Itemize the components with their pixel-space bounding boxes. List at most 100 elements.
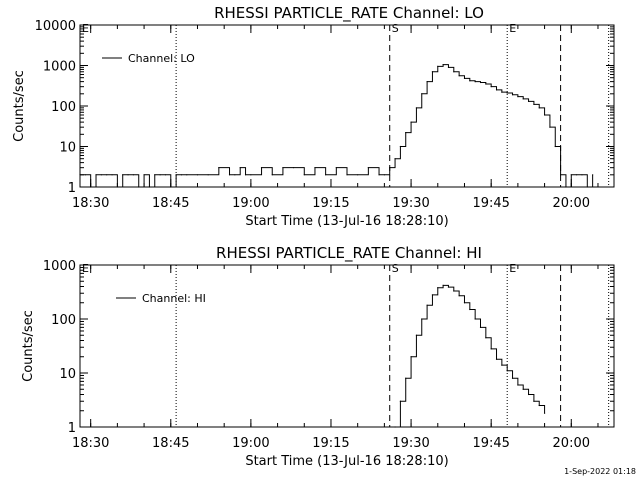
y-tick-label: 10000 xyxy=(35,19,76,34)
data-point xyxy=(175,174,177,176)
y-tick-label: 1000 xyxy=(43,60,76,75)
data-point xyxy=(522,98,524,100)
y-axis-label: Counts/sec xyxy=(12,70,27,142)
x-tick-label: 19:15 xyxy=(312,436,349,451)
data-point xyxy=(437,287,439,289)
data-point xyxy=(132,174,134,176)
data-point xyxy=(426,304,428,306)
data-point xyxy=(399,145,401,148)
data-point xyxy=(447,286,450,288)
x-tick-label: 19:00 xyxy=(232,436,269,451)
data-point xyxy=(196,174,199,176)
data-point xyxy=(437,65,439,68)
data-point xyxy=(565,186,567,188)
data-point xyxy=(367,167,369,169)
data-point xyxy=(458,75,460,77)
data-point xyxy=(335,167,337,169)
data-point xyxy=(271,174,273,176)
data-point xyxy=(469,308,471,311)
data-point xyxy=(378,174,380,176)
data-point xyxy=(463,302,466,304)
data-point xyxy=(282,167,284,169)
data-point xyxy=(490,86,492,88)
data-point xyxy=(394,426,396,428)
data-point xyxy=(570,174,572,176)
data-point xyxy=(260,167,263,169)
data-point xyxy=(170,186,172,188)
data-point xyxy=(383,174,385,176)
data-point xyxy=(495,358,498,360)
panel-hi: RHESSI PARTICLE_RATE Channel: HI E S E 18:… xyxy=(21,244,615,469)
data-point xyxy=(453,290,455,292)
x-tick-label: 18:45 xyxy=(152,196,189,211)
data-point xyxy=(138,186,140,188)
y-tick-label: 1 xyxy=(68,421,76,436)
data-point xyxy=(207,174,209,176)
data-point xyxy=(533,103,535,105)
data-point xyxy=(581,174,583,176)
data-point xyxy=(250,174,252,176)
data-point xyxy=(106,174,108,176)
y-tick-label: 1 xyxy=(68,181,76,196)
legend: Channel: HI xyxy=(116,292,206,305)
data-point xyxy=(95,174,97,176)
marker-label: S xyxy=(392,262,399,275)
x-tick-label: 18:45 xyxy=(152,436,189,451)
data-point xyxy=(538,404,540,407)
data-point xyxy=(543,412,546,414)
legend: Channel: LO xyxy=(102,52,195,65)
data-point xyxy=(533,400,535,402)
marker-label: S xyxy=(392,22,399,35)
data-point xyxy=(543,114,546,116)
axis-ticks: 18:30 18:45 19:00 19:15 19:30 19:45 20:00 1 10 10… xyxy=(35,19,614,211)
data-point xyxy=(399,400,401,402)
data-point xyxy=(463,77,466,80)
data-point xyxy=(517,96,519,98)
legend-label: Channel: HI xyxy=(142,292,206,305)
data-point xyxy=(527,100,530,102)
data-point xyxy=(506,370,508,372)
data-point xyxy=(586,186,588,188)
data-point xyxy=(405,132,407,134)
x-axis-label: Start Time (13-Jul-16 18:28:10) xyxy=(245,214,448,229)
data-point xyxy=(127,174,129,176)
data-point xyxy=(415,334,418,336)
series-line xyxy=(395,284,546,428)
data-point xyxy=(79,174,81,176)
data-point xyxy=(186,174,188,176)
footer-timestamp: 1-Sep-2022 01:18 xyxy=(564,467,636,476)
data-point xyxy=(442,284,444,286)
data-point xyxy=(538,107,540,109)
data-point xyxy=(431,294,434,296)
x-tick-label: 19:30 xyxy=(392,436,429,451)
data-point xyxy=(592,174,594,176)
marker-label: E xyxy=(82,262,89,275)
x-axis-label: Start Time (13-Jul-16 18:28:10) xyxy=(245,454,448,469)
data-point xyxy=(357,174,359,176)
chart-title: RHESSI PARTICLE_RATE Channel: HI xyxy=(216,244,482,263)
data-point xyxy=(218,167,220,169)
data-point xyxy=(511,377,514,379)
data-point xyxy=(560,174,562,176)
data-point xyxy=(426,81,428,83)
data-point xyxy=(576,174,578,176)
data-point xyxy=(159,174,161,176)
data-point xyxy=(346,174,348,176)
data-point xyxy=(479,326,482,328)
data-point xyxy=(415,107,418,109)
data-point xyxy=(517,384,519,386)
marker-label: E xyxy=(509,262,516,275)
series-line xyxy=(80,64,594,188)
y-tick-label: 10 xyxy=(59,367,76,382)
data-point xyxy=(549,126,551,128)
data-point xyxy=(474,81,476,83)
data-point xyxy=(410,121,412,123)
data-point xyxy=(234,174,236,176)
data-point xyxy=(148,186,151,188)
data-point xyxy=(490,348,492,350)
data-point xyxy=(228,174,231,176)
x-tick-label: 19:30 xyxy=(392,196,429,211)
series-group xyxy=(394,284,546,428)
